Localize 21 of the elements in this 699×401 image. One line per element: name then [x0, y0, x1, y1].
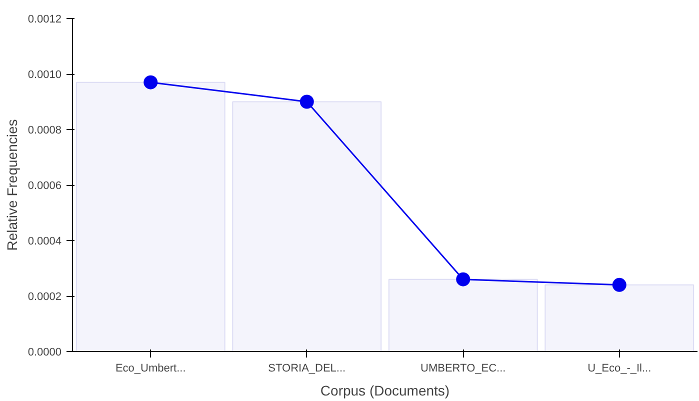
point [456, 272, 470, 286]
bar [544, 284, 694, 352]
x-axis-title: Corpus (Documents) [320, 382, 450, 398]
y-tick-label: 0.0000 [28, 346, 62, 358]
y-tick-label: 0.0002 [28, 291, 62, 303]
point [144, 75, 158, 90]
bar [388, 278, 538, 352]
bar [232, 101, 382, 352]
y-tick-label: 0.0004 [28, 236, 62, 248]
y-axis-title: Relative Frequencies [4, 119, 20, 251]
y-tick-label: 0.0006 [28, 180, 62, 192]
bar [76, 82, 226, 352]
y-tick-label: 0.0008 [28, 124, 62, 136]
x-tick-label: UMBERTO_EC... [420, 362, 506, 374]
x-tick-label: Eco_Umbert... [115, 362, 186, 374]
x-tick-label: U_Eco_-_Il... [588, 362, 652, 374]
y-tick-label: 0.0010 [28, 69, 62, 81]
x-tick-label: STORIA_DEL... [268, 362, 346, 374]
point [612, 278, 626, 292]
y-tick-label: 0.0012 [28, 14, 62, 26]
point [300, 94, 314, 109]
